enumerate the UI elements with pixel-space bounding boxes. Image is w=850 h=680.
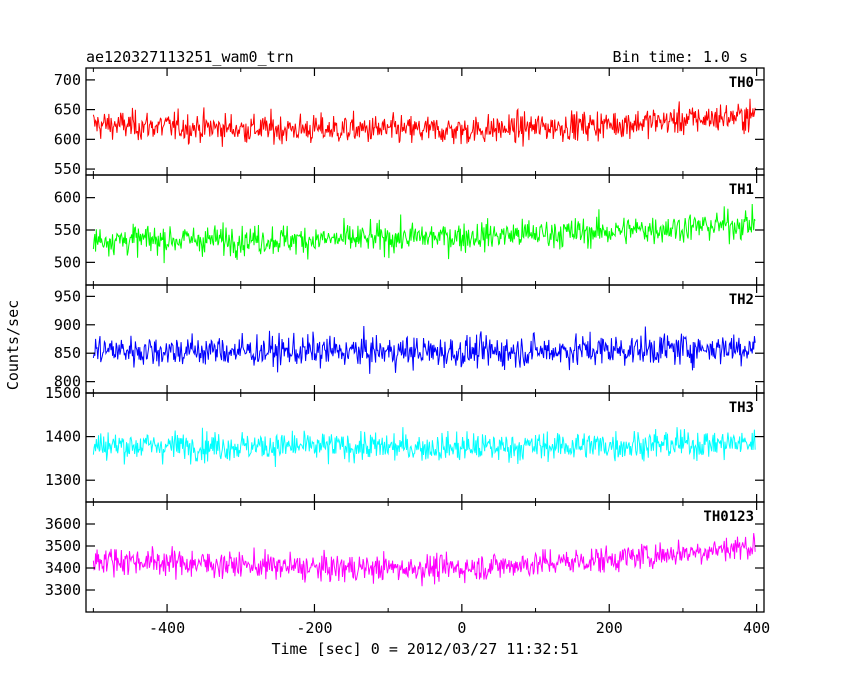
x-axis-label: Time [sec] 0 = 2012/03/27 11:32:51 (271, 640, 578, 658)
y-tick-label: 550 (54, 221, 81, 239)
panel-frame (85, 501, 765, 613)
panel-label: TH1 (729, 182, 754, 198)
x-tick-label: 0 (457, 619, 466, 637)
y-tick-label: 650 (54, 101, 81, 119)
y-tick-label: 1300 (45, 471, 81, 489)
chart-title: ae120327113251_wam0_trn (86, 48, 294, 66)
y-axis-label: Counts/sec (4, 300, 22, 390)
y-tick-label: 500 (54, 253, 81, 271)
x-tick-labels: -400 -200 0 200 400 (149, 619, 770, 637)
series-th3 (92, 427, 756, 468)
series-th2 (92, 325, 756, 374)
panel-frame (85, 284, 765, 394)
panel-th0: 550 600 650 700 TH0 (54, 67, 765, 178)
panel-th3: 1300 1400 1500 TH3 (45, 384, 765, 503)
series-th1 (92, 204, 756, 264)
y-tick-label: 900 (54, 316, 81, 334)
panel-frame (85, 174, 765, 286)
y-tick-label: 3500 (45, 537, 81, 555)
panel-th0123: 3300 3400 3500 3600 TH0123 (45, 501, 765, 613)
x-tick-label: 400 (743, 619, 770, 637)
y-tick-label: 1400 (45, 428, 81, 446)
y-tick-label: 600 (54, 130, 81, 148)
panel-label: TH3 (729, 400, 754, 416)
x-tick-label: -400 (149, 619, 185, 637)
y-tick-label: 1500 (45, 384, 81, 402)
y-tick-label: 550 (54, 160, 81, 178)
panel-th1: 500 550 600 TH1 (54, 174, 765, 286)
y-tick-label: 850 (54, 344, 81, 362)
y-tick-label: 950 (54, 287, 81, 305)
panels: 550 600 650 700 TH0 500 550 600 TH1 800 850 900 950 T… (45, 67, 765, 613)
y-tick-label: 600 (54, 189, 81, 207)
y-tick-label: 3300 (45, 581, 81, 599)
y-tick-label: 800 (54, 373, 81, 391)
y-tick-label: 3600 (45, 515, 81, 533)
series-th0123 (92, 533, 756, 587)
x-tick-label: 200 (596, 619, 623, 637)
panel-label: TH0123 (703, 509, 754, 525)
y-tick-label: 700 (54, 71, 81, 89)
series-th0 (92, 98, 756, 147)
panel-label: TH0 (729, 75, 754, 91)
x-tick-label: -200 (296, 619, 332, 637)
panel-th2: 800 850 900 950 TH2 (54, 284, 765, 394)
y-tick-label: 3400 (45, 559, 81, 577)
bin-time-label: Bin time: 1.0 s (613, 48, 748, 66)
panel-label: TH2 (729, 292, 754, 308)
